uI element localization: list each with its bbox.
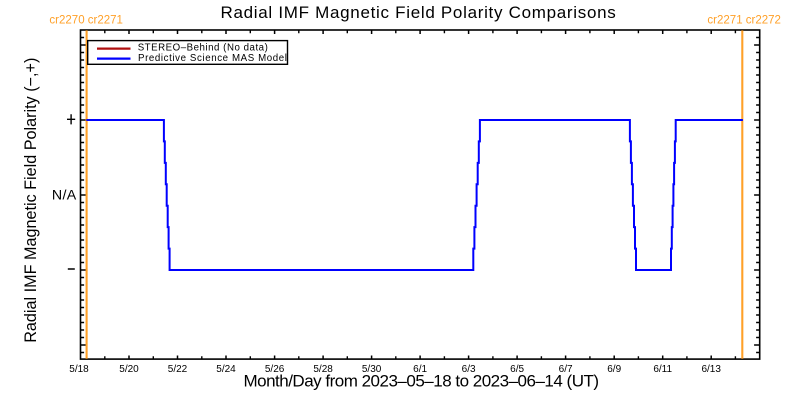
svg-text:Radial IMF Magnetic Field Pola: Radial IMF Magnetic Field Polarity (−,+) [22, 58, 40, 343]
svg-text:5/22: 5/22 [168, 364, 188, 375]
svg-text:6/9: 6/9 [607, 364, 621, 375]
svg-text:6/1: 6/1 [413, 364, 427, 375]
svg-text:cr2271 cr2272: cr2271 cr2272 [707, 15, 781, 27]
svg-text:6/7: 6/7 [559, 364, 573, 375]
svg-text:N/A: N/A [52, 188, 77, 204]
svg-text:Radial IMF Magnetic Field Pola: Radial IMF Magnetic Field Polarity Compa… [221, 3, 617, 22]
svg-text:5/20: 5/20 [119, 364, 139, 375]
svg-text:5/18: 5/18 [69, 364, 89, 375]
svg-text:cr2270 cr2271: cr2270 cr2271 [49, 15, 123, 27]
svg-text:6/3: 6/3 [462, 364, 476, 375]
svg-text:Month/Day from 2023–05–18 to 2: Month/Day from 2023–05–18 to 2023–06–14 … [243, 371, 598, 390]
svg-text:Predictive Science MAS Model: Predictive Science MAS Model [138, 53, 288, 64]
svg-text:5/30: 5/30 [362, 364, 382, 375]
svg-text:STEREO–Behind (No data): STEREO–Behind (No data) [138, 42, 269, 53]
svg-text:5/28: 5/28 [313, 364, 333, 375]
svg-text:6/11: 6/11 [653, 364, 672, 375]
svg-text:6/13: 6/13 [701, 364, 721, 375]
svg-text:6/5: 6/5 [510, 364, 524, 375]
svg-text:5/24: 5/24 [216, 364, 236, 375]
svg-text:5/26: 5/26 [265, 364, 285, 375]
